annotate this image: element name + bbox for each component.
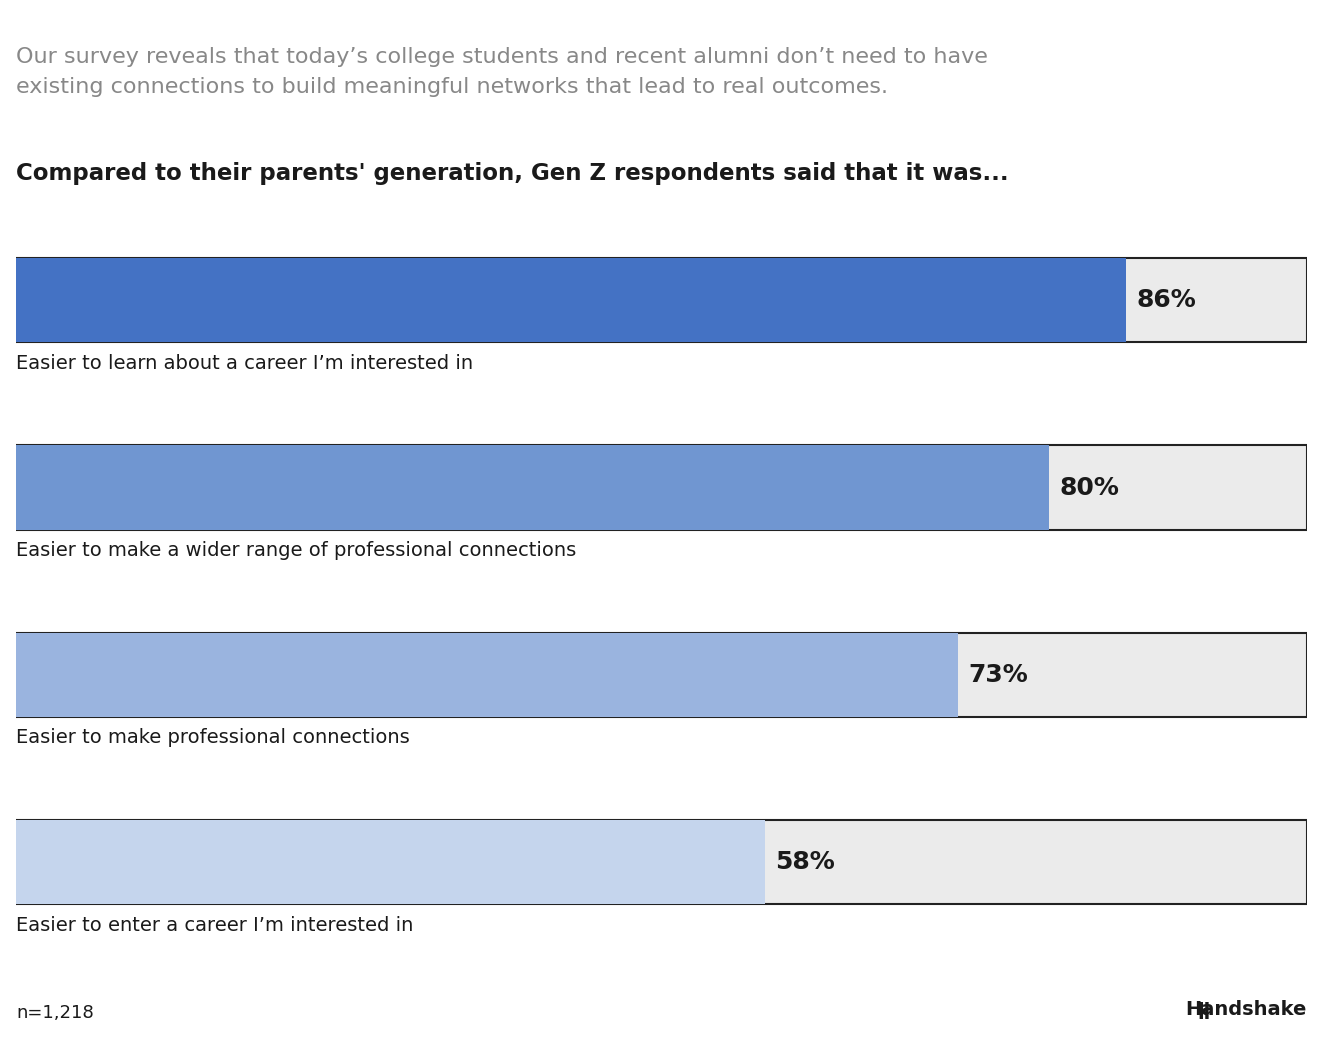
Text: Easier to make professional connections: Easier to make professional connections (16, 728, 410, 747)
Bar (16, 445, 1307, 529)
Bar (16, 258, 1307, 343)
Text: Easier to make a wider range of professional connections: Easier to make a wider range of professi… (16, 541, 576, 560)
Text: Our survey reveals that today’s college students and recent alumni don’t need to: Our survey reveals that today’s college … (16, 47, 988, 96)
Text: ǀǀ: ǀǀ (1197, 1001, 1211, 1019)
Text: Easier to enter a career I’m interested in: Easier to enter a career I’m interested … (16, 916, 413, 935)
Text: Compared to their parents' generation, Gen Z respondents said that it was...: Compared to their parents' generation, G… (16, 162, 1008, 185)
Text: Easier to learn about a career I’m interested in: Easier to learn about a career I’m inter… (16, 353, 474, 373)
Bar (16, 821, 765, 904)
Bar (16, 445, 1049, 529)
Text: 86%: 86% (1136, 288, 1196, 312)
Text: 58%: 58% (775, 850, 835, 874)
Bar (16, 633, 958, 717)
Bar (16, 258, 1126, 343)
Text: 73%: 73% (968, 663, 1028, 686)
Text: 80%: 80% (1060, 476, 1119, 500)
Text: n=1,218: n=1,218 (16, 1004, 94, 1022)
Bar (16, 821, 1307, 904)
Bar (16, 633, 1307, 717)
Text: Handshake: Handshake (1185, 1000, 1307, 1019)
